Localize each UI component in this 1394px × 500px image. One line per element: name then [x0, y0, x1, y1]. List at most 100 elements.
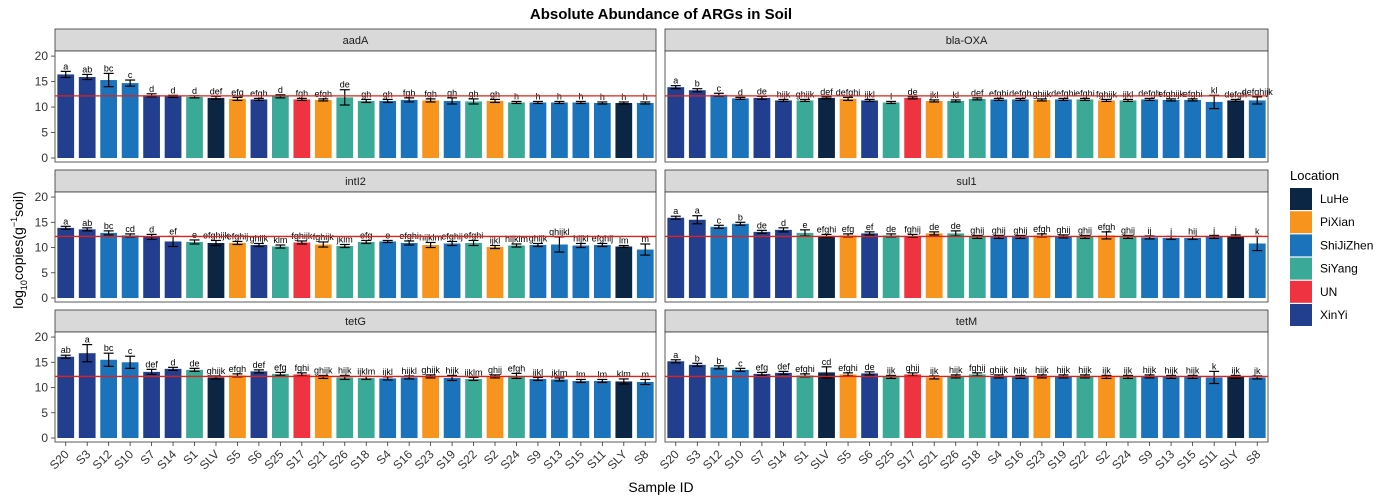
significance-label: de: [951, 221, 961, 231]
significance-label: d: [149, 84, 154, 94]
bar: [882, 376, 900, 438]
bar: [688, 364, 706, 438]
bar: [1184, 99, 1202, 158]
legend-swatch: [1290, 188, 1312, 210]
bar: [667, 87, 685, 158]
significance-label: d: [781, 218, 786, 228]
bar: [551, 102, 568, 158]
significance-label: ab: [82, 218, 92, 228]
y-tick-label: 20: [35, 190, 49, 204]
bar: [1011, 99, 1029, 158]
significance-label: d: [278, 85, 283, 95]
bar: [1011, 236, 1029, 298]
significance-label: hijk: [445, 365, 459, 375]
significance-label: ab: [82, 64, 92, 74]
significance-label: d: [171, 357, 176, 367]
significance-label: fgh: [403, 88, 416, 98]
bar: [710, 226, 728, 298]
y-tick-label: 5: [41, 126, 48, 140]
significance-label: cd: [125, 224, 135, 234]
bar: [667, 361, 685, 438]
significance-label: bc: [104, 343, 114, 353]
significance-label: def: [145, 359, 158, 369]
bar: [379, 378, 397, 438]
significance-label: ef: [169, 226, 177, 236]
bar: [508, 102, 525, 158]
bar: [164, 241, 182, 298]
significance-label: efghijk: [1158, 89, 1185, 99]
significance-label: ij: [1148, 226, 1152, 236]
significance-label: defgh: [1224, 89, 1247, 99]
bar: [207, 377, 225, 438]
significance-label: gh: [383, 89, 393, 99]
significance-label: de: [340, 80, 350, 90]
significance-label: efgh: [1098, 222, 1116, 232]
x-tick-label: S4: [374, 447, 395, 468]
significance-label: ab: [61, 345, 71, 355]
x-tick-label: S13: [541, 447, 566, 472]
x-tick-label: S5: [223, 447, 244, 468]
significance-label: j: [1212, 225, 1215, 235]
x-tick-label: S18: [958, 447, 983, 472]
significance-label: klm: [273, 235, 287, 245]
bar: [925, 233, 943, 298]
significance-label: defgh: [1009, 88, 1032, 98]
bar: [968, 374, 986, 438]
bar: [839, 98, 857, 158]
significance-label: fgh: [296, 88, 309, 98]
bar: [229, 375, 246, 438]
x-tick-label: S14: [765, 447, 790, 472]
bar: [818, 97, 835, 158]
significance-label: ijk: [887, 365, 896, 375]
x-tick-label: S19: [1045, 447, 1070, 472]
significance-label: efghi: [989, 88, 1009, 98]
bar: [1184, 237, 1202, 298]
significance-label: ijk: [1124, 365, 1133, 375]
significance-label: jkl: [929, 90, 939, 100]
significance-label: lm: [619, 236, 629, 246]
significance-label: gh: [447, 88, 457, 98]
x-tick-label: S21: [304, 447, 329, 472]
significance-label: m: [642, 369, 650, 379]
significance-label: efghi: [795, 364, 815, 374]
y-tick-label: 10: [35, 100, 49, 114]
bar: [272, 246, 289, 298]
bar: [1076, 99, 1094, 158]
bar: [186, 241, 203, 298]
bar: [357, 100, 375, 158]
significance-label: def: [777, 361, 790, 371]
significance-label: ghij: [1013, 225, 1027, 235]
significance-label: d: [192, 86, 197, 96]
bar: [636, 249, 654, 298]
significance-label: e: [385, 230, 390, 240]
bar: [336, 97, 354, 158]
significance-label: jk: [1253, 366, 1261, 376]
bar: [796, 100, 814, 158]
bar: [207, 97, 225, 158]
bar: [272, 373, 289, 438]
x-tick-label: S22: [1066, 447, 1091, 472]
x-tick-label: S25: [872, 447, 897, 472]
significance-label: ghij: [1056, 225, 1070, 235]
bar: [229, 98, 246, 158]
bar: [57, 356, 75, 438]
x-tick-label: S2: [1092, 447, 1113, 468]
x-tick-label: SLV: [197, 447, 222, 472]
significance-label: hijkl: [401, 366, 417, 376]
x-tick-label: S15: [1174, 447, 1199, 472]
significance-label: c: [128, 70, 133, 80]
bar: [572, 245, 590, 298]
bar: [1162, 376, 1180, 438]
significance-label: efghi: [1183, 89, 1203, 99]
significance-label: jklm: [550, 368, 567, 378]
bar: [796, 375, 814, 438]
bar: [229, 242, 246, 298]
significance-label: de: [929, 222, 939, 232]
bar: [688, 219, 706, 298]
significance-label: h: [643, 92, 648, 102]
bar: [1162, 99, 1180, 158]
significance-label: ghij: [906, 363, 920, 373]
significance-label: ghijk: [529, 233, 548, 243]
bar: [882, 235, 900, 298]
bar: [508, 245, 525, 298]
